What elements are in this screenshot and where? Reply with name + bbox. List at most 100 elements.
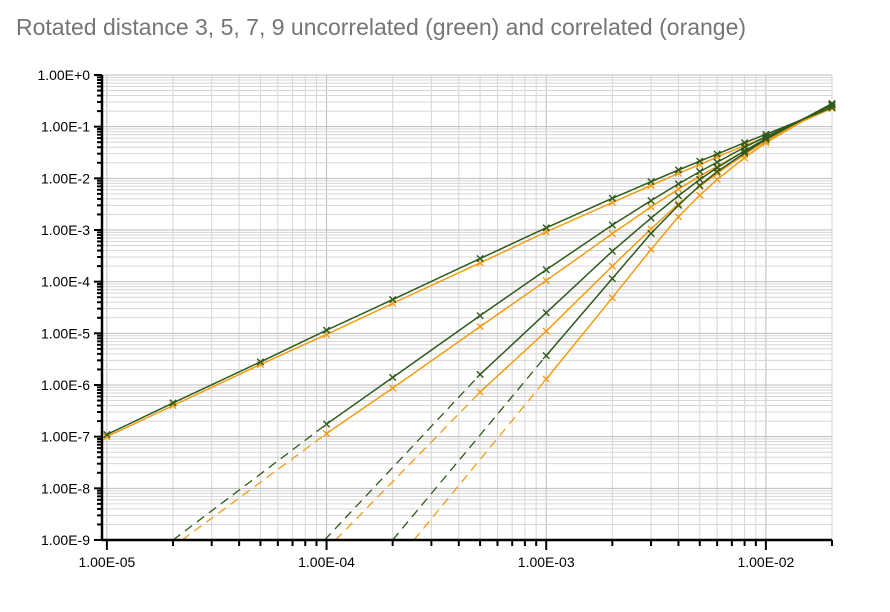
data-point-correlated-d9 — [647, 245, 655, 254]
data-point-uncorrelated-d9 — [674, 201, 683, 210]
marker-stroke — [740, 149, 749, 157]
series-line-uncorrelated-d7 — [479, 103, 833, 375]
data-point-uncorrelated-d3 — [647, 178, 655, 186]
data-point-uncorrelated-d7 — [542, 309, 550, 317]
data-point-uncorrelated-d7 — [476, 370, 484, 379]
data-point-uncorrelated-d7 — [696, 175, 704, 184]
data-point-uncorrelated-d3 — [674, 166, 683, 174]
data-point-uncorrelated-d7 — [608, 247, 617, 255]
y-tick-label: 1.00E+0 — [37, 67, 90, 83]
marker-stroke — [256, 358, 265, 366]
marker-stroke — [608, 293, 617, 302]
marker-stroke — [674, 166, 683, 174]
data-point-uncorrelated-d5 — [476, 311, 484, 320]
data-point-uncorrelated-d5 — [542, 266, 550, 274]
marker-stroke — [388, 384, 397, 392]
data-point-uncorrelated-d5 — [388, 373, 397, 382]
x-tick-label: 1.00E-05 — [78, 554, 135, 570]
marker-stroke — [608, 221, 617, 229]
series-line-uncorrelated-d5 — [326, 104, 833, 425]
data-point-uncorrelated-d5 — [713, 158, 721, 166]
marker-stroke — [608, 262, 617, 270]
marker-stroke — [696, 175, 704, 184]
marker-stroke — [762, 135, 770, 143]
marker-stroke — [647, 178, 655, 186]
marker-stroke — [476, 254, 484, 263]
x-tick-label: 1.00E-03 — [518, 554, 575, 570]
marker-stroke — [476, 370, 484, 379]
data-point-uncorrelated-d5 — [322, 420, 331, 428]
extrapolation-line-uncorrelated-d5 — [172, 423, 327, 540]
marker-stroke — [608, 194, 617, 203]
marker-stroke — [674, 201, 683, 210]
y-tick-label: 1.00E-8 — [41, 480, 90, 496]
marker-stroke — [713, 153, 721, 161]
data-point-uncorrelated-d9 — [542, 351, 550, 360]
y-tick-label: 1.00E-9 — [41, 532, 90, 548]
extrapolation-line-uncorrelated-d9 — [392, 355, 547, 540]
marker-stroke — [388, 295, 397, 304]
x-tick-label: 1.00E-04 — [298, 554, 355, 570]
marker-stroke — [828, 99, 836, 108]
marker-stroke — [608, 247, 617, 255]
data-point-uncorrelated-d3 — [713, 150, 721, 158]
marker-stroke — [542, 351, 550, 360]
marker-stroke — [322, 429, 331, 438]
data-point-uncorrelated-d5 — [674, 180, 683, 188]
marker-stroke — [674, 192, 683, 200]
data-point-correlated-d5 — [476, 322, 484, 331]
chart-title: Rotated distance 3, 5, 7, 9 uncorrelated… — [16, 14, 747, 40]
grid-lines — [102, 74, 833, 541]
data-point-uncorrelated-d5 — [647, 196, 655, 205]
marker-stroke — [388, 373, 397, 382]
data-point-uncorrelated-d7 — [740, 147, 749, 155]
marker-stroke — [713, 169, 721, 178]
data-point-uncorrelated-d7 — [674, 192, 683, 200]
marker-stroke — [647, 229, 655, 238]
data-point-uncorrelated-d3 — [256, 358, 265, 366]
data-point-uncorrelated-d3 — [696, 157, 704, 165]
y-tick-label: 1.00E-3 — [41, 222, 90, 238]
marker-stroke — [713, 158, 721, 166]
y-tick-label: 1.00E-4 — [41, 274, 90, 290]
data-point-correlated-d9 — [608, 293, 617, 302]
marker-stroke — [169, 401, 177, 410]
data-point-correlated-d5 — [388, 384, 397, 392]
marker-stroke — [740, 147, 749, 155]
data-point-correlated-d9 — [674, 213, 683, 221]
y-tick-label: 1.00E-1 — [41, 119, 90, 135]
data-point-uncorrelated-d3 — [542, 224, 550, 232]
marker-stroke — [696, 157, 704, 165]
marker-stroke — [103, 432, 111, 441]
extrapolation-lines — [172, 355, 547, 540]
marker-stroke — [476, 311, 484, 320]
marker-stroke — [542, 266, 550, 274]
marker-stroke — [647, 203, 655, 211]
data-point-uncorrelated-d7 — [647, 214, 655, 222]
marker-stroke — [256, 360, 265, 369]
marker-stroke — [713, 167, 721, 176]
data-point-uncorrelated-d5 — [608, 221, 617, 229]
data-point-correlated-d7 — [542, 327, 550, 335]
extrapolation-line-correlated-d7 — [335, 391, 481, 540]
marker-stroke — [647, 245, 655, 254]
marker-stroke — [608, 229, 617, 238]
marker-stroke — [696, 191, 704, 199]
extrapolation-line-uncorrelated-d7 — [324, 374, 481, 540]
data-point-uncorrelated-d3 — [388, 295, 397, 304]
tick-labels: 1.00E-05 1.00E-04 1.00E-03 1.00E-02 1.00E+0 1… — [37, 67, 794, 570]
marker-stroke — [647, 214, 655, 222]
marker-stroke — [542, 224, 550, 232]
marker-stroke — [542, 327, 550, 335]
y-tick-label: 1.00E-2 — [41, 170, 90, 186]
data-point-uncorrelated-d3 — [476, 254, 484, 263]
marker-stroke — [169, 399, 177, 407]
y-tick-label: 1.00E-7 — [41, 429, 90, 445]
marker-stroke — [476, 388, 484, 396]
y-tick-label: 1.00E-6 — [41, 377, 90, 393]
marker-stroke — [542, 375, 550, 383]
data-point-uncorrelated-d3 — [608, 194, 617, 203]
data-point-uncorrelated-d9 — [762, 135, 770, 143]
data-point-uncorrelated-d3 — [322, 326, 331, 334]
